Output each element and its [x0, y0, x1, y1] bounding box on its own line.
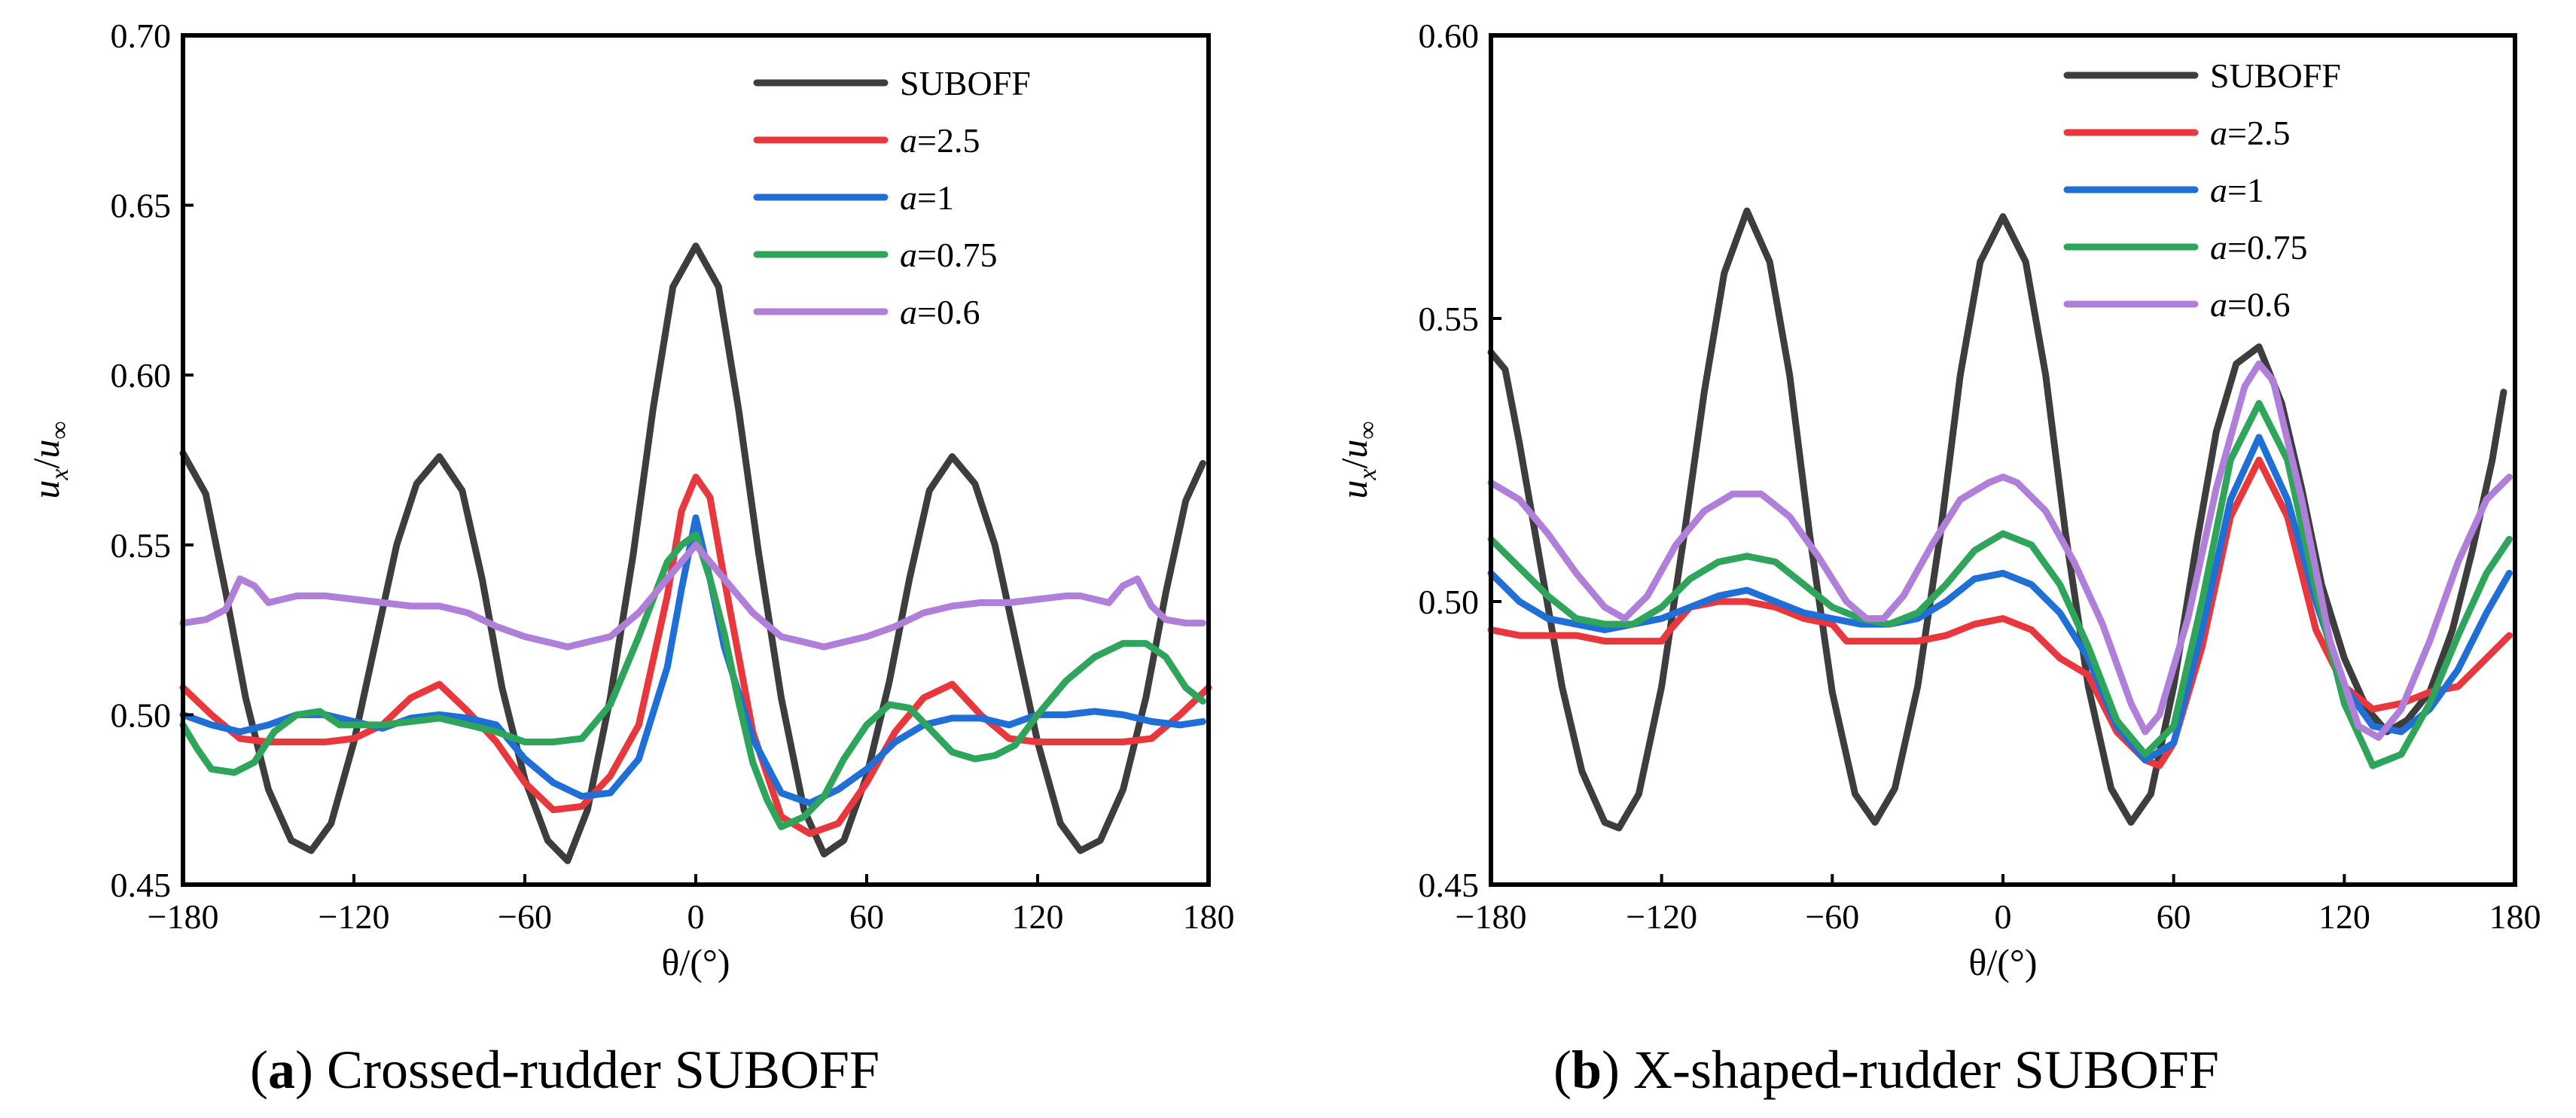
legend-label: a=1 [2210, 171, 2264, 209]
y-axis-title: ux/u∞ [1333, 421, 1382, 498]
legend-label: a=0.6 [900, 293, 980, 331]
y-tick-label: 0.55 [111, 526, 172, 565]
panel-a-crossed-rudder: −180 −120 −60 0 60 120 180 0.45 0.50 0.55 0.60 0.65… [25, 17, 1235, 1100]
series-line-a-1 [179, 514, 1206, 807]
y-tick-label: 0.60 [111, 356, 172, 394]
x-axis-title: θ/(°) [1968, 941, 2037, 983]
series-line-a-0_75 [1487, 400, 2513, 769]
axis-ticks: −180 −120 −60 0 60 120 180 0.45 0.50 0.55 0.60 [1419, 17, 2541, 936]
legend-label: SUBOFF [900, 64, 1031, 102]
legend: SUBOFF a=2.5 a=1 a=0.75 a=0.6 [2063, 56, 2341, 324]
y-tick-label: 0.50 [111, 696, 172, 734]
x-tick-label: 120 [1012, 897, 1064, 936]
series-line-a-2_5 [179, 474, 1212, 837]
series-line-a-0_75 [179, 531, 1206, 830]
y-tick-label: 0.50 [1419, 583, 1480, 621]
legend-label: a=2.5 [900, 121, 980, 160]
x-tick-label: 0 [1995, 897, 2012, 936]
x-tick-label: 180 [1183, 897, 1235, 936]
x-tick-label: 120 [2318, 897, 2370, 936]
x-tick-label: −60 [498, 897, 552, 936]
plot-frame [181, 33, 1211, 887]
series-line-suboff [1487, 207, 2507, 832]
legend-label: a=0.6 [2210, 285, 2290, 324]
legend-label: a=0.75 [2210, 228, 2307, 267]
panel-caption: (a) Crossed-rudder SUBOFF [250, 1040, 879, 1100]
y-tick-label: 0.60 [1419, 17, 1480, 55]
series-layer [1487, 207, 2513, 832]
legend-label: a=1 [900, 178, 954, 217]
legend-label: a=0.75 [900, 236, 997, 274]
y-tick-label: 0.65 [111, 187, 172, 225]
y-tick-label: 0.45 [111, 866, 172, 904]
panel-caption: (b) X-shaped-rudder SUBOFF [1553, 1040, 2219, 1100]
series-line-a-0_6 [1487, 360, 2513, 741]
x-tick-label: −180 [1456, 897, 1527, 936]
legend-label: a=2.5 [2210, 114, 2290, 152]
series-line-a-0_6 [179, 541, 1206, 650]
panel-b-x-shaped-rudder: −180 −120 −60 0 60 120 180 0.45 0.50 0.55 0.60 SUB… [1333, 17, 2541, 1100]
axis-ticks: −180 −120 −60 0 60 120 180 0.45 0.50 0.55 0.60 0.65… [111, 17, 1235, 936]
x-tick-label: 60 [849, 897, 884, 936]
x-tick-label: 180 [2489, 897, 2541, 936]
x-tick-label: 0 [687, 897, 705, 936]
x-tick-label: −120 [1626, 897, 1697, 936]
series-layer [179, 242, 1212, 864]
legend: SUBOFF a=2.5 a=1 a=0.75 a=0.6 [753, 64, 1031, 331]
x-tick-label: −180 [148, 897, 219, 936]
legend-label: SUBOFF [2210, 56, 2341, 95]
x-tick-label: 60 [2157, 897, 2191, 936]
x-axis-title: θ/(°) [661, 941, 730, 983]
x-tick-label: −120 [319, 897, 390, 936]
y-tick-label: 0.45 [1419, 866, 1480, 904]
y-axis-title: ux/u∞ [25, 421, 74, 498]
y-tick-label: 0.55 [1419, 300, 1480, 338]
y-tick-label: 0.70 [111, 17, 172, 55]
x-tick-label: −60 [1805, 897, 1859, 936]
